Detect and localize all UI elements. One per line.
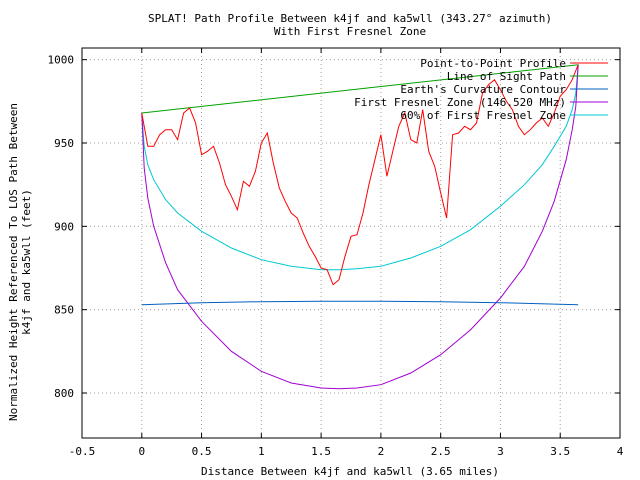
y-tick-label: 800 (54, 387, 74, 400)
y-tick-label: 850 (54, 304, 74, 317)
series-line-0 (141, 64, 579, 286)
series-line-2 (141, 300, 579, 306)
y-tick-label: 1000 (48, 54, 75, 67)
x-tick-label: 1.5 (311, 445, 331, 458)
y-tick-label: 900 (54, 220, 74, 233)
chart-title: SPLAT! Path Profile Between k4jf and ka5… (148, 12, 552, 25)
series-line-4 (141, 64, 579, 271)
y-tick-label: 950 (54, 137, 74, 150)
legend-label: Point-to-Point Profile (420, 57, 566, 70)
grid (82, 48, 620, 438)
legend-label: 60% of First Fresnel Zone (400, 109, 566, 122)
y-axis-label-line1: Normalized Height Referenced To LOS Path… (7, 103, 20, 421)
series-line-1 (141, 64, 579, 114)
x-tick-label: 2.5 (431, 445, 451, 458)
x-tick-label: -0.5 (69, 445, 96, 458)
x-tick-label: 0 (138, 445, 145, 458)
legend-label: First Fresnel Zone (146.520 MHz) (354, 96, 566, 109)
x-tick-label: 1 (258, 445, 265, 458)
legend-label: Line of Sight Path (447, 70, 566, 83)
x-tick-label: 3 (497, 445, 504, 458)
x-axis-label: Distance Between k4jf and ka5wll (3.65 m… (201, 465, 499, 478)
chart-subtitle: With First Fresnel Zone (274, 25, 426, 38)
y-axis-label-line2: k4jf and ka5wll (feet) (20, 189, 33, 335)
series-lines (141, 64, 579, 390)
x-tick-label: 0.5 (192, 445, 212, 458)
series-line-3 (141, 64, 579, 390)
axis-ticks: -0.5 0 0.5 1 1.5 2 2.5 3 3.5 4 800 850 900 950 1000 (48, 48, 624, 458)
legend-label: Earth's Curvature Contour (400, 83, 566, 96)
x-tick-label: 2 (378, 445, 385, 458)
x-tick-label: 4 (617, 445, 624, 458)
x-tick-label: 3.5 (550, 445, 570, 458)
plot-frame (81, 47, 621, 439)
